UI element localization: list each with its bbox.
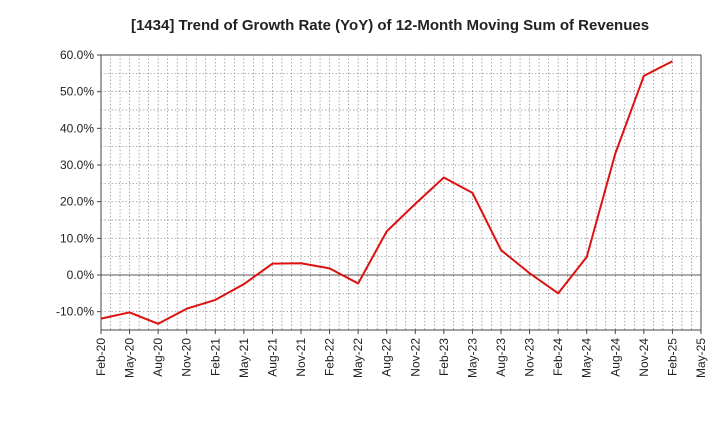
y-tick-label: 20.0% — [60, 195, 94, 209]
x-tick-label: May-24 — [580, 338, 594, 378]
y-tick-label: 0.0% — [67, 268, 95, 282]
x-tick-label: May-21 — [237, 338, 251, 378]
x-tick-label: Aug-21 — [265, 338, 279, 377]
y-tick-label: -10.0% — [56, 305, 94, 319]
x-tick-label: Nov-21 — [294, 338, 308, 377]
x-tick-label: Feb-23 — [437, 338, 451, 376]
y-tick-label: 40.0% — [60, 121, 94, 135]
x-tick-label: Nov-24 — [637, 338, 651, 377]
chart-title: [1434] Trend of Growth Rate (YoY) of 12-… — [131, 17, 649, 34]
x-tick-label: May-20 — [123, 338, 137, 378]
x-tick-label: Aug-23 — [494, 338, 508, 377]
y-tick-label: 10.0% — [60, 231, 94, 245]
y-tick-label: 30.0% — [60, 158, 94, 172]
x-tick-label: Feb-22 — [323, 338, 337, 376]
y-tick-label: 60.0% — [60, 48, 94, 62]
x-axis: Feb-20 May-20 Aug-20 Nov-20 Feb-21 May-21 Aug-… — [94, 330, 708, 378]
x-tick-label: May-22 — [351, 338, 365, 378]
series-line — [100, 60, 673, 325]
x-tick-label: Aug-24 — [608, 338, 622, 377]
series-group — [100, 60, 673, 325]
grid — [101, 55, 701, 330]
x-tick-label: Feb-24 — [551, 338, 565, 376]
plot-area — [100, 54, 702, 331]
x-tick-label: Feb-25 — [665, 338, 679, 376]
x-tick-label: Aug-20 — [151, 338, 165, 377]
x-tick-label: Nov-22 — [408, 338, 422, 377]
y-tick-label: 50.0% — [60, 85, 94, 99]
x-tick-label: Feb-20 — [94, 338, 108, 376]
x-tick-label: Feb-21 — [208, 338, 222, 376]
x-tick-label: May-25 — [694, 338, 708, 378]
x-tick-label: Aug-22 — [380, 338, 394, 377]
x-tick-label: Nov-20 — [180, 338, 194, 377]
x-tick-label: Nov-23 — [523, 338, 537, 377]
y-axis: -10.0% 0.0% 10.0% 20.0% 30.0% 40.0% 50.0% 60.0% — [56, 48, 101, 319]
x-tick-label: May-23 — [465, 338, 479, 378]
